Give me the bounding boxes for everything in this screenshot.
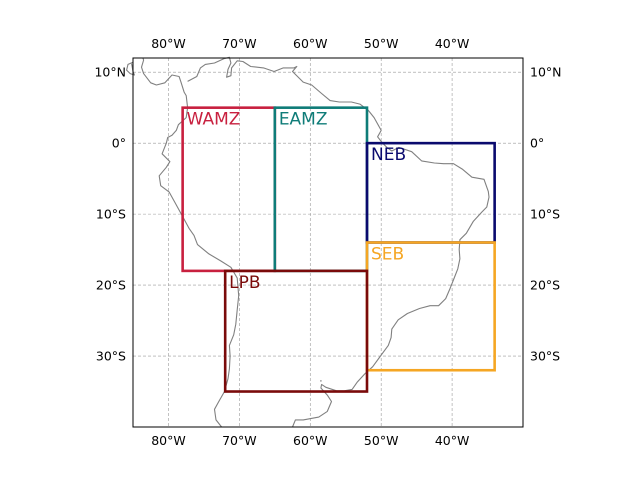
region-labels: WAMZ EAMZ NEB SEB LPB bbox=[187, 110, 406, 293]
lat-tick-label: 20°S bbox=[530, 278, 560, 293]
lon-tick-label: 70°W bbox=[222, 36, 257, 51]
lat-tick-label: 10°N bbox=[530, 65, 562, 80]
lat-tick-label: 10°S bbox=[96, 207, 126, 222]
lat-tick-label: 0° bbox=[530, 136, 544, 151]
lon-tick-label: 50°W bbox=[364, 433, 399, 448]
lon-tick-label: 80°W bbox=[151, 36, 186, 51]
lat-tick-label: 20°S bbox=[96, 278, 126, 293]
region-label-lpb: LPB bbox=[229, 273, 260, 293]
lat-tick-label: 0° bbox=[112, 136, 126, 151]
map-frame bbox=[132, 57, 524, 428]
lon-tick-label: 60°W bbox=[293, 36, 328, 51]
lon-tick-label: 40°W bbox=[435, 36, 470, 51]
lon-tick-label: 80°W bbox=[151, 433, 186, 448]
tick-labels: 80°W 80°W 70°W 70°W 60°W 60°W 50°W 50°W 40°W 40°W… bbox=[94, 36, 561, 448]
region-boxes bbox=[181, 106, 496, 393]
region-box-lpb bbox=[223, 269, 369, 393]
region-label-eamz: EAMZ bbox=[279, 110, 328, 130]
lat-tick-label: 10°S bbox=[530, 207, 560, 222]
region-box-wamz bbox=[181, 106, 277, 273]
lon-tick-label: 60°W bbox=[293, 433, 328, 448]
lon-tick-label: 50°W bbox=[364, 36, 399, 51]
island-dot bbox=[320, 380, 322, 382]
lon-tick-label: 70°W bbox=[222, 433, 257, 448]
lat-tick-label: 30°S bbox=[96, 349, 126, 364]
region-box-eamz bbox=[273, 106, 369, 273]
coastline-main bbox=[140, 56, 490, 428]
region-label-seb: SEB bbox=[371, 245, 404, 265]
lon-tick-label: 40°W bbox=[435, 433, 470, 448]
region-label-wamz: WAMZ bbox=[187, 110, 241, 130]
lat-tick-label: 30°S bbox=[530, 349, 560, 364]
region-label-neb: NEB bbox=[371, 145, 406, 165]
lat-tick-label: 10°N bbox=[94, 65, 126, 80]
